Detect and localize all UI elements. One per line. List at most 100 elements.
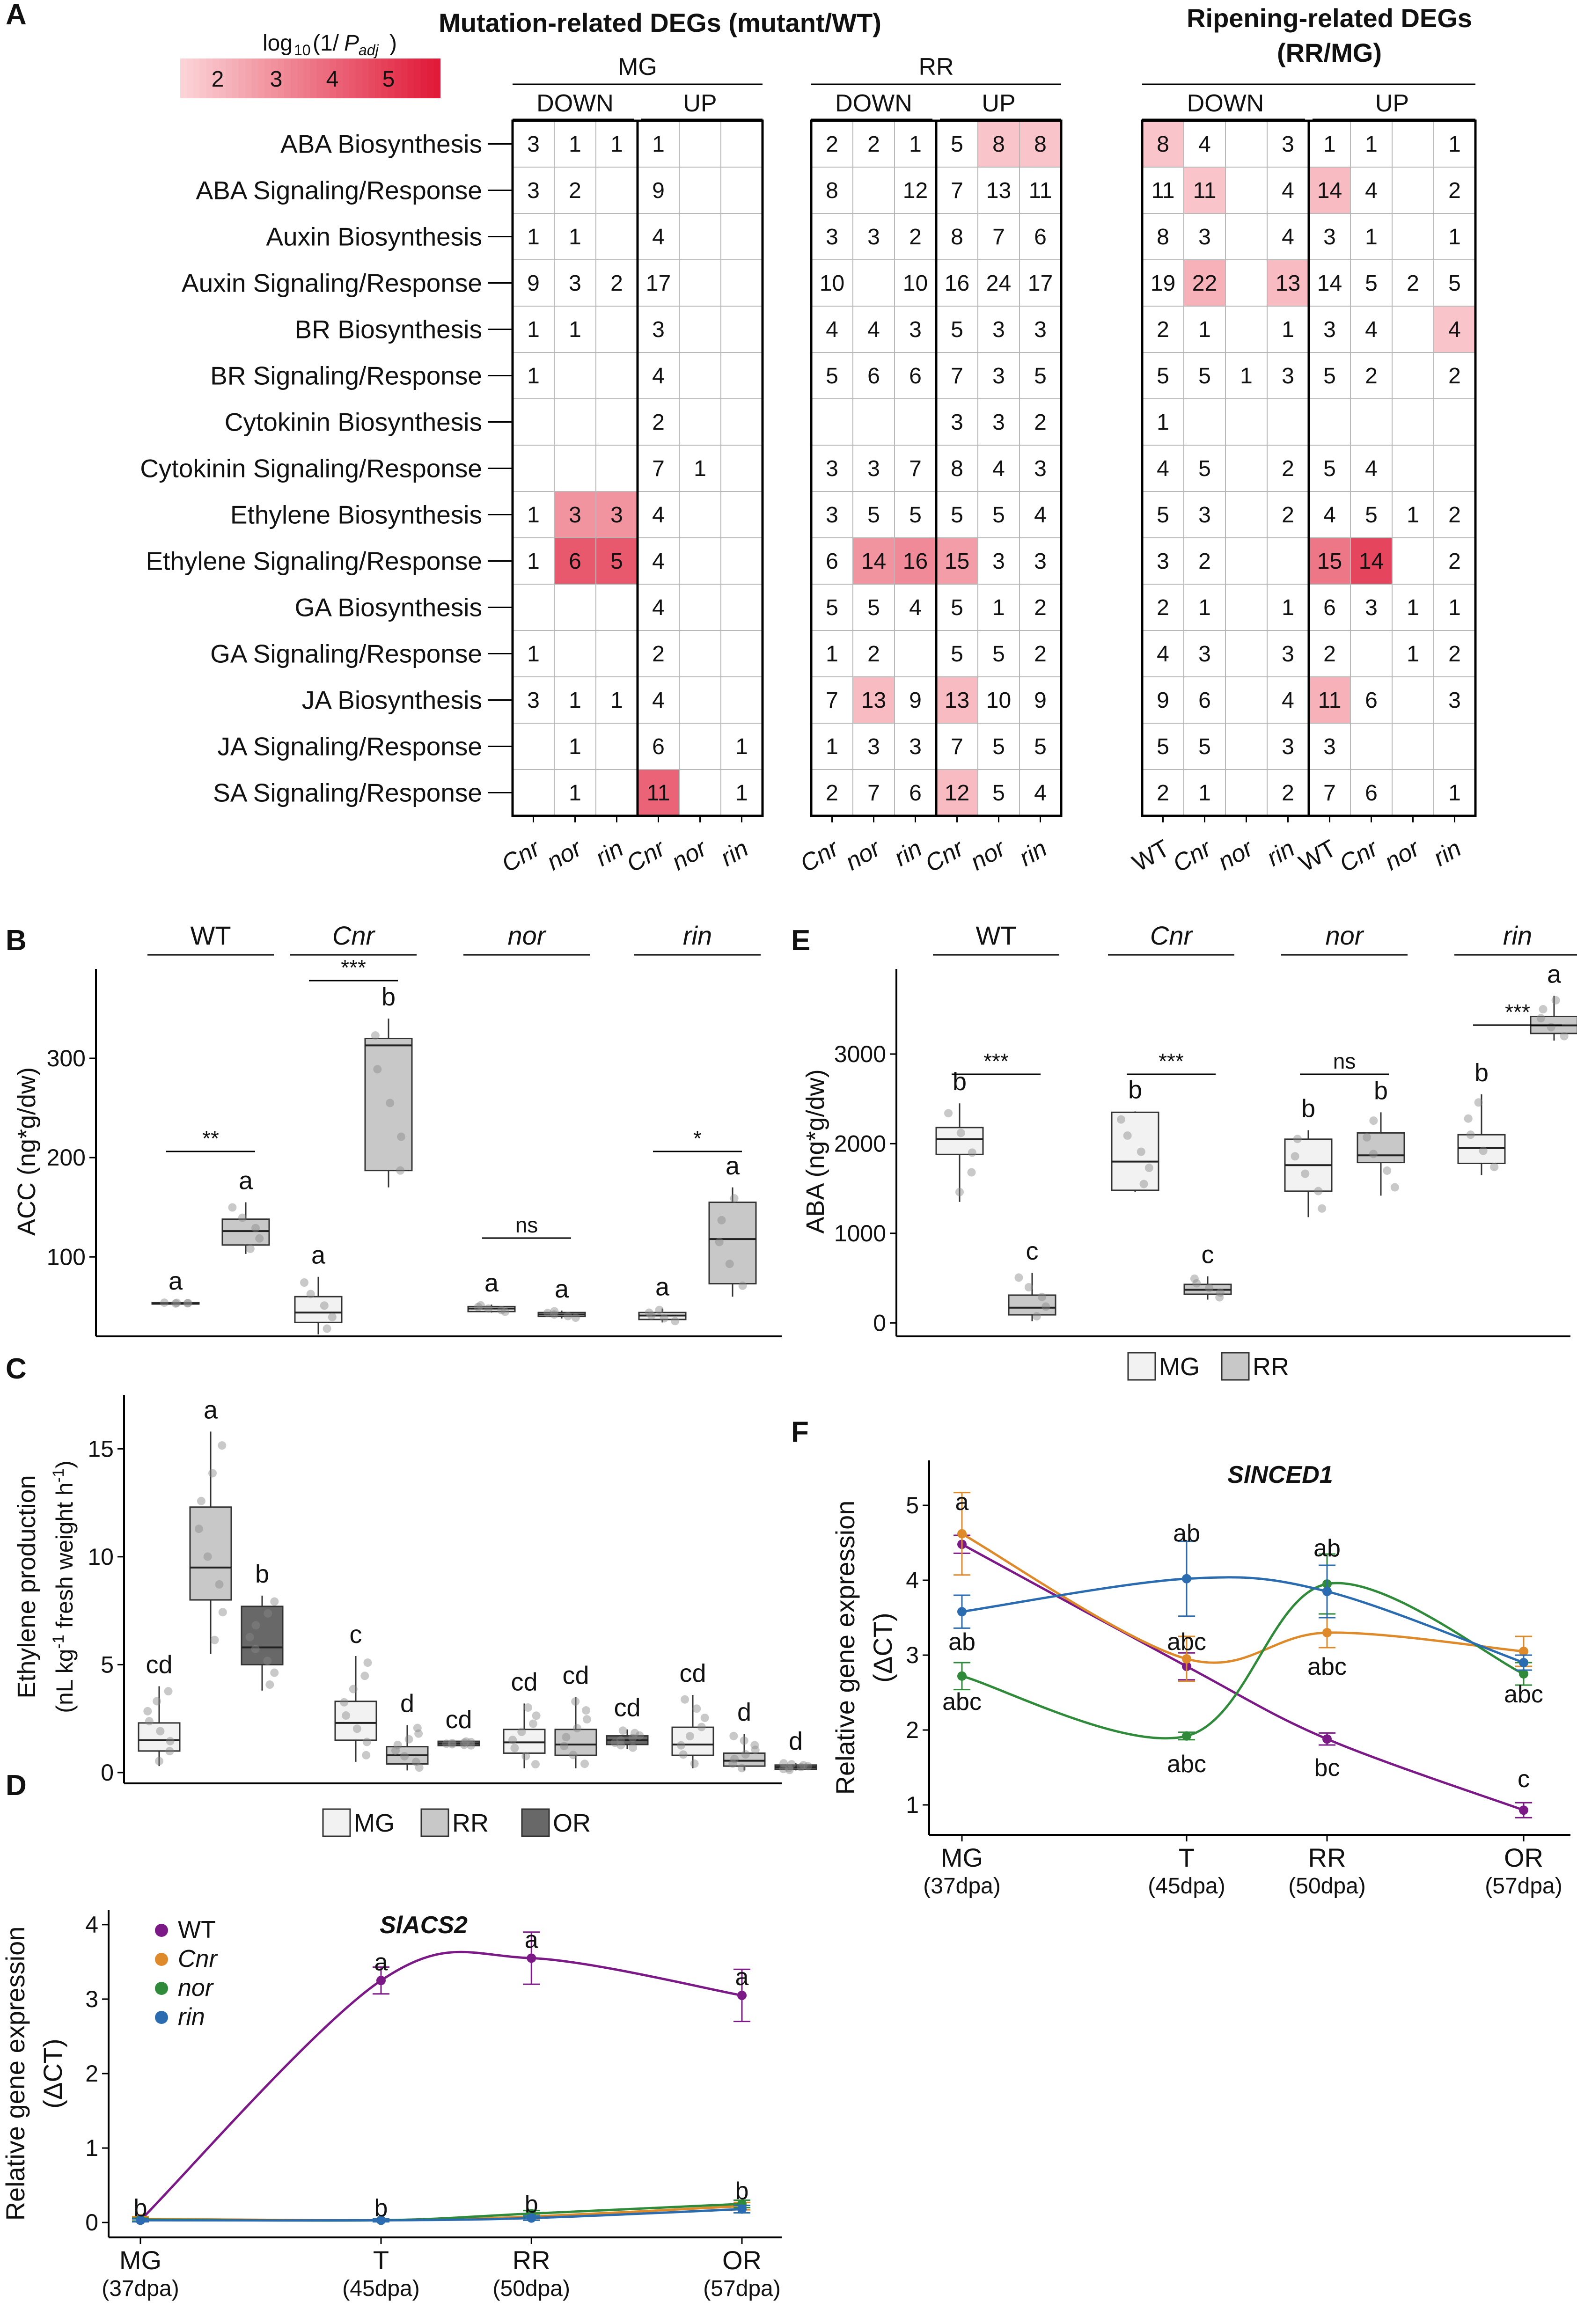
heat-cell-value: 3 (610, 503, 623, 528)
data-point (1205, 1283, 1214, 1292)
legend-swatch (322, 1808, 351, 1837)
data-point (631, 1729, 639, 1738)
heat-cell (977, 445, 1020, 492)
data-point (1144, 1164, 1153, 1173)
heat-cell-value: 5 (1198, 456, 1211, 481)
heat-cell (811, 120, 853, 168)
heat-cell-value: 14 (1359, 549, 1384, 574)
data-point (645, 1308, 653, 1317)
data-point (1192, 1279, 1201, 1288)
series-WT (132, 1931, 750, 2225)
box-MG: cd (671, 1659, 714, 1768)
heat-cell-value: 8 (951, 225, 963, 249)
heat-cell (1392, 213, 1434, 260)
data-point (197, 1496, 205, 1505)
heat-legend-step (232, 59, 239, 98)
heat-cell (595, 398, 638, 446)
heat-cell-value: 4 (1323, 503, 1336, 528)
data-point (1551, 996, 1560, 1005)
data-point (1182, 1574, 1191, 1584)
data-point (476, 1301, 485, 1310)
heat-legend-step (186, 59, 194, 98)
data-point (1037, 1292, 1046, 1301)
heat-cell (977, 584, 1020, 631)
heat-row-label: Auxin Signaling/Response (182, 269, 482, 298)
heat-cell (811, 398, 853, 446)
data-point (1123, 1131, 1132, 1140)
data-point (528, 1719, 537, 1728)
heat-cell (554, 167, 596, 214)
data-point (564, 1312, 572, 1320)
data-point (582, 1715, 591, 1724)
heat-cell (1308, 723, 1351, 770)
significance-letter: a (655, 1273, 670, 1301)
heat-cell (1225, 769, 1268, 816)
significance-letter: ab (1173, 1520, 1200, 1547)
units-part: (nL kg (51, 1649, 78, 1713)
data-point (171, 1299, 180, 1308)
significance-letter: b (735, 2177, 749, 2205)
data-point (474, 1303, 483, 1312)
box-RR: cd (554, 1662, 597, 1768)
box-RR: a (537, 1275, 586, 1322)
heat-col-ripening-label: rin (1262, 835, 1299, 872)
heat-cell-value: 11 (1029, 178, 1052, 203)
heat-cell-value: 15 (945, 549, 969, 574)
heat-cell-value: 1 (826, 734, 838, 759)
heat-cell-value: 2 (867, 642, 880, 667)
heat-legend: 2 3 4 5 (180, 59, 440, 98)
y-tick-label: 15 (88, 1436, 114, 1462)
legend-dot (155, 1982, 168, 1995)
box-body (554, 1729, 597, 1756)
box-OR: d (774, 1727, 817, 1774)
significance-letter: b (1128, 1076, 1142, 1104)
data-point (263, 1657, 272, 1665)
data-point (442, 1739, 451, 1748)
heat-cell (1225, 398, 1268, 446)
group-label: rin (1503, 921, 1532, 950)
data-point (1383, 1166, 1392, 1175)
sig-label: ns (1333, 1049, 1356, 1073)
heat-grid-ripening: 8 4 3 1 1 111 11 4 14 4 28 3 4 3 1 119 22 13 14 5 2 52 1 1 3 4 45 5… (1141, 119, 1477, 817)
data-point (391, 1746, 400, 1755)
heat-cell (894, 398, 937, 446)
heat-cell-value: 1 (1198, 595, 1211, 620)
heat-cell (1225, 491, 1268, 538)
heat-legend-tick: 3 (270, 67, 283, 92)
heat-cell (1019, 306, 1062, 353)
heat-row-label: Ethylene Biosynthesis (230, 500, 482, 529)
data-point (944, 1109, 953, 1118)
heat-cell-value: 17 (1028, 271, 1053, 296)
heat-cell (720, 259, 763, 307)
y-tick-label: 0 (873, 1310, 886, 1336)
data-point (376, 2215, 386, 2225)
data-point (393, 1740, 402, 1749)
data-point (300, 1278, 309, 1287)
box-body (221, 1218, 270, 1246)
heat-cell-value: 1 (569, 132, 581, 157)
data-point (797, 1763, 806, 1772)
heat-cell-value: 3 (1282, 364, 1294, 389)
x-tick-label: RR (1308, 1843, 1346, 1872)
heat-cell-value: 5 (992, 642, 1005, 667)
significance-letter: abc (942, 1688, 982, 1716)
data-point (740, 1736, 748, 1745)
heat-cell (894, 306, 937, 353)
data-point (1024, 1283, 1033, 1292)
heat-cell-value: 2 (1034, 410, 1047, 435)
data-point (738, 1281, 747, 1290)
sig-label: * (693, 1126, 702, 1151)
data-point (156, 1727, 165, 1736)
box-MG: a (638, 1273, 687, 1326)
heat-legend-step (342, 59, 350, 98)
data-point (582, 1706, 591, 1715)
heat-cell (1350, 167, 1393, 214)
heat-cell (720, 491, 763, 538)
data-point (968, 1148, 976, 1157)
panel-letter-E: E (791, 924, 810, 957)
data-point (1536, 1014, 1545, 1023)
heat-legend-step (394, 59, 402, 98)
heat-cell-value: 4 (1365, 456, 1378, 481)
heat-cell-value: 2 (1323, 642, 1336, 667)
data-point (697, 1723, 706, 1731)
